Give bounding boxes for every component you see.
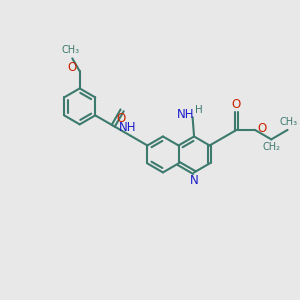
Text: N: N	[190, 174, 199, 187]
Text: O: O	[116, 112, 125, 125]
Text: O: O	[68, 61, 77, 74]
Text: NH: NH	[177, 108, 195, 121]
Text: O: O	[231, 98, 241, 112]
Text: CH₂: CH₂	[263, 142, 281, 152]
Text: CH₃: CH₃	[279, 117, 297, 127]
Text: CH₃: CH₃	[62, 45, 80, 55]
Text: NH: NH	[119, 121, 136, 134]
Text: O: O	[257, 122, 266, 135]
Text: H: H	[195, 104, 203, 115]
